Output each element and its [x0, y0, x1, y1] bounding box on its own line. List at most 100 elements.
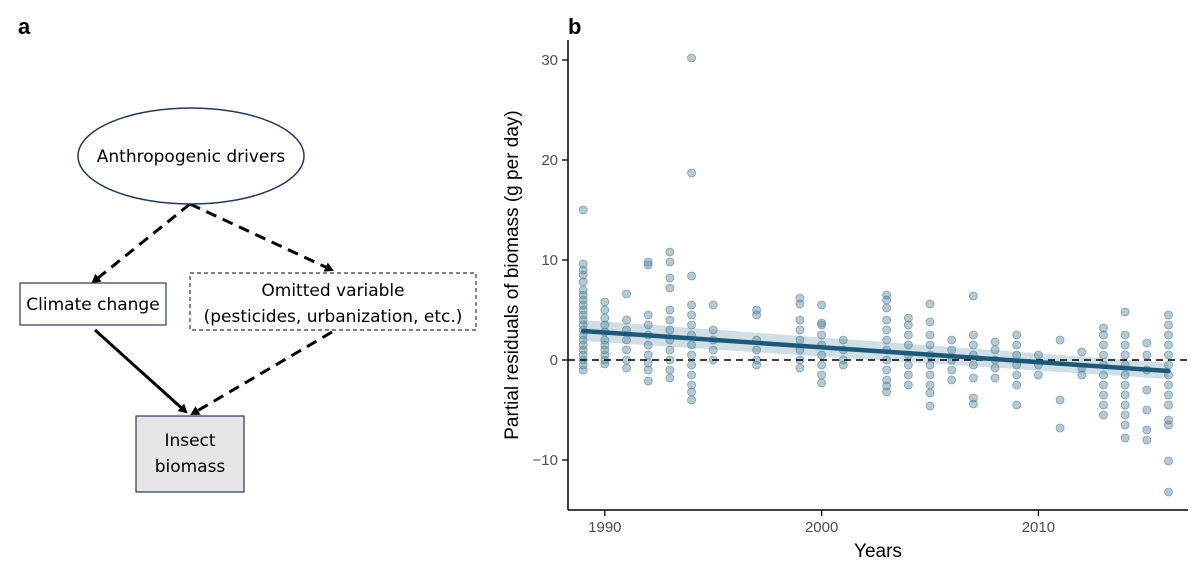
data-point	[600, 350, 610, 360]
data-point	[947, 375, 957, 385]
data-point	[1077, 347, 1087, 357]
node-anthropogenic-drivers: Anthropogenic drivers	[77, 107, 305, 205]
data-point	[1164, 420, 1173, 430]
data-point	[578, 295, 588, 305]
data-point	[708, 345, 718, 355]
data-point	[600, 305, 610, 315]
data-point	[882, 381, 892, 391]
node-insect-biomass: Insect biomass	[135, 415, 245, 493]
data-point	[925, 317, 935, 327]
data-point	[600, 313, 610, 323]
data-point	[578, 315, 588, 325]
data-point	[1120, 380, 1130, 390]
node-insect-label-line2: biomass	[155, 457, 226, 477]
data-point	[687, 340, 696, 350]
data-point	[882, 335, 892, 345]
data-point	[1120, 400, 1130, 410]
data-point	[1164, 380, 1173, 390]
data-point	[1034, 370, 1043, 380]
node-insect-label-line1: Insect	[164, 431, 215, 451]
y-tick-label: 10	[541, 252, 558, 269]
data-point	[817, 300, 827, 310]
data-point	[1120, 410, 1130, 420]
data-point	[968, 399, 978, 409]
data-point	[1012, 380, 1022, 390]
data-point	[817, 318, 827, 328]
data-point	[687, 53, 696, 63]
node-omitted-label-line1: Omitted variable	[261, 281, 404, 301]
data-point	[968, 330, 978, 340]
data-point	[795, 293, 805, 303]
data-point	[903, 313, 913, 323]
data-point	[817, 330, 827, 340]
data-point	[687, 271, 696, 281]
data-point	[1012, 370, 1022, 380]
data-point	[665, 373, 675, 383]
data-point	[1120, 433, 1130, 443]
data-point	[968, 340, 978, 350]
data-point	[665, 315, 675, 325]
causal-diagram: Anthropogenic drivers Climate change Omi…	[19, 107, 477, 493]
data-point	[947, 345, 957, 355]
data-point	[903, 340, 913, 350]
data-point	[687, 370, 696, 380]
data-point	[795, 363, 805, 373]
data-point	[708, 325, 718, 335]
trend-line	[580, 328, 1171, 374]
data-point	[687, 360, 696, 370]
data-point	[1099, 330, 1108, 340]
data-point	[1120, 370, 1130, 380]
data-point	[665, 257, 675, 267]
data-point	[1012, 350, 1022, 360]
data-point	[600, 335, 610, 345]
data-point	[622, 335, 631, 345]
data-point	[600, 345, 610, 355]
data-point	[1164, 456, 1173, 466]
data-point	[925, 380, 935, 390]
node-omitted-label-line2: (pesticides, urbanization, etc.)	[204, 307, 463, 327]
data-point	[752, 310, 762, 320]
data-point	[1164, 310, 1173, 320]
data-point	[687, 320, 696, 330]
axis-ticks: 1990 2000 2010 −10 0 10 20 30	[533, 52, 1056, 536]
data-point	[903, 330, 913, 340]
data-point	[578, 300, 588, 310]
edge-drivers-to-omitted	[189, 202, 334, 272]
data-point	[622, 345, 631, 355]
data-point	[1120, 390, 1130, 400]
data-point	[665, 283, 675, 293]
data-point	[687, 310, 696, 320]
data-point	[643, 365, 653, 375]
data-point	[1142, 338, 1152, 348]
data-point	[968, 291, 978, 301]
data-point	[882, 365, 892, 375]
data-point	[1120, 330, 1130, 340]
data-point	[1099, 400, 1108, 410]
data-point	[882, 295, 892, 305]
data-point	[903, 380, 913, 390]
data-point	[600, 297, 610, 307]
data-point	[643, 257, 653, 267]
data-point	[925, 360, 935, 370]
data-point	[1164, 360, 1173, 370]
data-point	[665, 305, 675, 315]
data-point	[1164, 390, 1173, 400]
data-point	[1120, 307, 1130, 317]
data-point	[925, 299, 935, 309]
data-point	[665, 273, 675, 283]
data-point	[665, 325, 675, 335]
data-point	[1034, 350, 1043, 360]
data-point	[882, 315, 892, 325]
data-point	[882, 290, 892, 300]
data-point	[1142, 425, 1152, 435]
data-point	[1142, 350, 1152, 360]
x-tick-label: 2000	[805, 519, 838, 536]
data-point	[687, 300, 696, 310]
y-tick-label: 30	[541, 52, 558, 69]
data-point	[665, 365, 675, 375]
data-point	[1120, 350, 1130, 360]
data-point	[903, 370, 913, 380]
data-point	[1099, 380, 1108, 390]
data-point	[1012, 340, 1022, 350]
